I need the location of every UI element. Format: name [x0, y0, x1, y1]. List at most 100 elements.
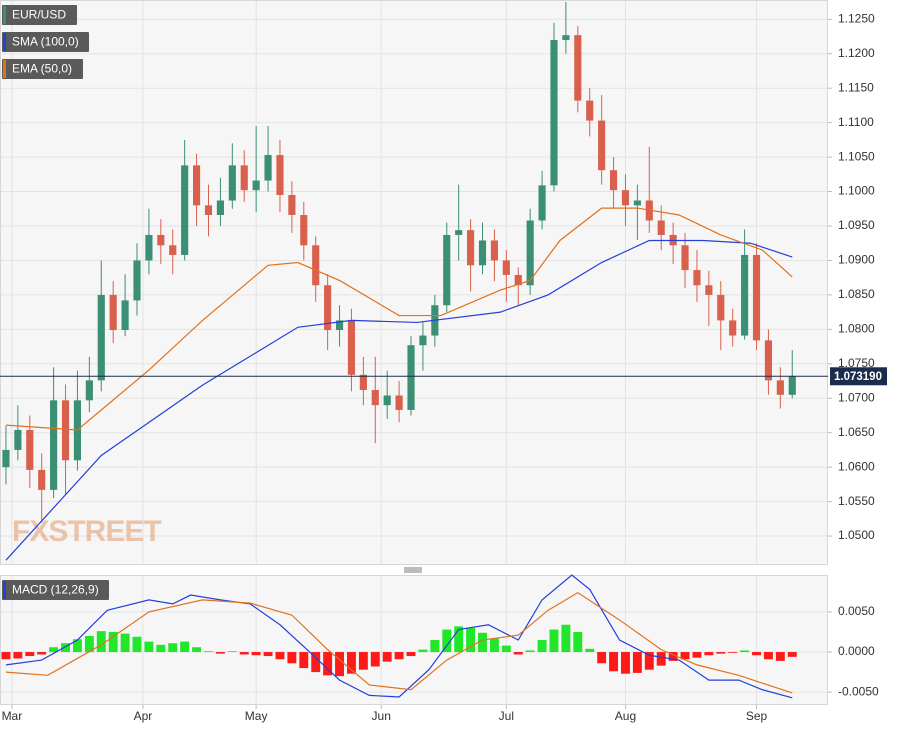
histogram-bar	[263, 652, 273, 657]
candle-body	[38, 469, 46, 490]
histogram-bar	[156, 644, 166, 653]
candle-body	[14, 429, 22, 450]
histogram-bar	[668, 652, 678, 661]
legend-item[interactable]: MACD (12,26,9)	[2, 580, 109, 600]
x-tick-label: Apr	[134, 709, 153, 723]
x-tick-label: Mar	[2, 709, 23, 723]
histogram-bar	[680, 652, 690, 660]
x-tick-label: Sep	[746, 709, 768, 723]
candle-body	[705, 285, 713, 295]
candle-body	[609, 170, 618, 191]
candle-body	[324, 285, 332, 331]
y-tick-label: 1.0950	[838, 218, 875, 232]
candle-body	[514, 274, 522, 286]
candle-body	[467, 230, 475, 266]
histogram-bar	[466, 627, 476, 653]
y-tick-label: 1.0700	[838, 390, 875, 404]
panel-resize-handle[interactable]	[404, 567, 422, 573]
histogram-bar	[49, 647, 59, 653]
legend-item[interactable]: EUR/USD	[2, 5, 77, 25]
histogram-bar	[454, 626, 464, 653]
candle-body	[228, 165, 236, 201]
candle-body	[157, 234, 165, 246]
histogram-bar	[704, 652, 714, 656]
current-price-label: 1.073190	[834, 371, 882, 383]
histogram-bar	[775, 652, 785, 661]
candle-body	[741, 254, 749, 336]
legend-item[interactable]: EMA (50,0)	[2, 59, 83, 79]
y-tick-label: 1.0900	[838, 253, 875, 267]
histogram-bar	[763, 652, 773, 660]
candle-body	[443, 234, 451, 306]
candle-body	[181, 165, 189, 255]
candle-body	[300, 214, 308, 246]
histogram-bar	[501, 645, 511, 653]
y-tick-label: 1.0550	[838, 494, 875, 508]
histogram-bar	[370, 652, 380, 667]
candle-body	[264, 155, 272, 181]
histogram-bar	[656, 652, 666, 666]
x-tick-label: Aug	[615, 709, 636, 723]
y-tick-label: 1.0850	[838, 287, 875, 301]
y-tick-label: 1.0750	[838, 356, 875, 370]
histogram-bar	[132, 636, 142, 653]
legend-item[interactable]: SMA (100,0)	[2, 32, 89, 52]
histogram-bar	[728, 652, 738, 653]
histogram-bar	[215, 652, 225, 654]
histogram-bar	[287, 652, 297, 664]
y-tick-label: -0.0050	[838, 684, 879, 698]
histogram-bar	[358, 652, 368, 670]
legend-label: MACD (12,26,9)	[12, 583, 99, 597]
candle-body	[455, 230, 463, 235]
legend: EUR/USD SMA (100,0) EMA (50,0) MACD (12,26,…	[2, 5, 109, 600]
histogram-bar	[323, 652, 333, 676]
candle-body	[50, 400, 58, 490]
candle-body	[145, 234, 153, 261]
histogram-bar	[597, 652, 607, 664]
price-panel	[0, 0, 828, 565]
legend-swatch	[3, 60, 6, 78]
series-line	[5, 574, 793, 699]
histogram-bar	[37, 652, 47, 655]
series-line	[5, 239, 793, 561]
watermark: FXSTREET	[12, 515, 161, 548]
histogram-bar	[61, 643, 70, 653]
histogram-bar	[311, 652, 321, 673]
series-line	[5, 591, 793, 694]
series-line	[5, 207, 793, 431]
y-tick-label: 1.0650	[838, 425, 875, 439]
histogram-bar	[573, 631, 583, 653]
candle-body	[371, 389, 379, 406]
candle-body	[633, 200, 641, 206]
histogram-bar	[430, 640, 440, 653]
marks	[0, 2, 828, 699]
y-tick-label: 1.1150	[838, 80, 874, 94]
histogram-bar	[25, 652, 35, 657]
x-tick-label: Jul	[499, 709, 514, 723]
histogram-bar	[1, 652, 11, 660]
candle-body	[729, 320, 737, 336]
y-tick-label: 1.0600	[838, 459, 875, 473]
candle-body	[97, 294, 105, 381]
candle-body	[276, 155, 284, 195]
y-tick-label: 1.0500	[838, 528, 875, 542]
histogram-bar	[204, 651, 213, 653]
histogram-bar	[346, 652, 356, 674]
current-price-tag	[830, 367, 887, 386]
histogram-bar	[418, 649, 428, 653]
candle-body	[395, 395, 403, 410]
legend-label: EUR/USD	[12, 8, 66, 22]
candle-body	[169, 245, 177, 255]
candle-body	[383, 395, 391, 406]
histogram-bar	[537, 640, 547, 653]
candle-body	[550, 39, 558, 186]
histogram-bar	[299, 652, 309, 669]
histogram-bar	[549, 629, 559, 653]
candle-body	[61, 400, 70, 461]
candle-body	[598, 120, 606, 171]
histogram-bar	[251, 652, 261, 656]
histogram-bar	[180, 641, 190, 653]
candle-body	[621, 190, 630, 206]
